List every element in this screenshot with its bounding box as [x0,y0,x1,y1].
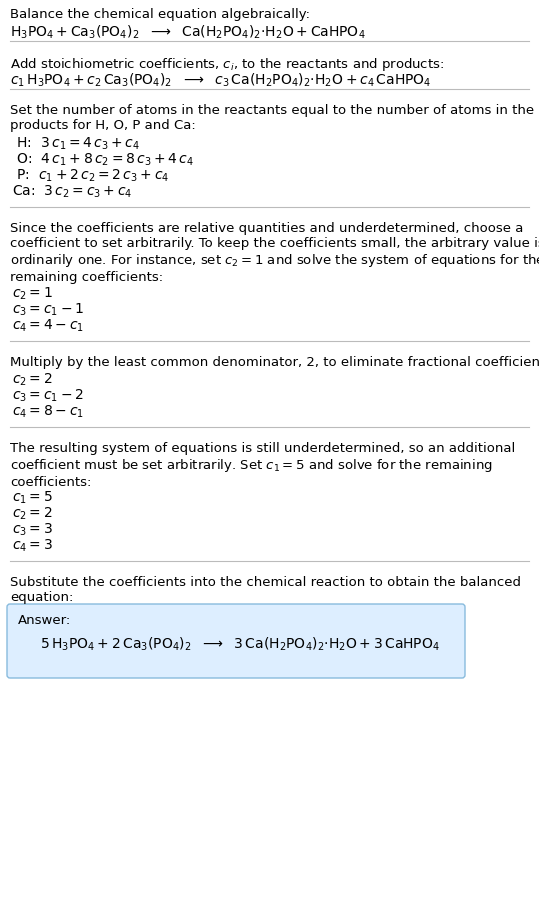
Text: $c_1 = 5$: $c_1 = 5$ [12,490,53,506]
Text: $\mathregular{P}$:  $c_1 + 2\,c_2 = 2\,c_3 + c_4$: $\mathregular{P}$: $c_1 + 2\,c_2 = 2\,c_… [12,168,169,184]
Text: $c_2 = 2$: $c_2 = 2$ [12,505,53,522]
Text: Add stoichiometric coefficients, $c_i$, to the reactants and products:: Add stoichiometric coefficients, $c_i$, … [10,56,444,73]
Text: $c_3 = c_1 - 1$: $c_3 = c_1 - 1$ [12,301,84,318]
Text: Multiply by the least common denominator, 2, to eliminate fractional coefficient: Multiply by the least common denominator… [10,355,539,369]
Text: $c_3 = c_1 - 2$: $c_3 = c_1 - 2$ [12,388,84,404]
Text: $\mathregular{H}$:  $3\,c_1 = 4\,c_3 + c_4$: $\mathregular{H}$: $3\,c_1 = 4\,c_3 + c_… [12,136,140,152]
Text: $c_1\,\mathregular{H_3PO_4} + c_2\,\mathregular{Ca_3(PO_4)_2}$  $\mathregular{\l: $c_1\,\mathregular{H_3PO_4} + c_2\,\math… [10,72,431,89]
Text: $c_4 = 3$: $c_4 = 3$ [12,538,53,554]
Text: $5\,\mathregular{H_3PO_4} + 2\,\mathregular{Ca_3(PO_4)_2}$  $\mathregular{\longr: $5\,\mathregular{H_3PO_4} + 2\,\mathregu… [40,635,440,653]
Text: Substitute the coefficients into the chemical reaction to obtain the balanced
eq: Substitute the coefficients into the che… [10,575,521,603]
Text: $c_4 = 4 - c_1$: $c_4 = 4 - c_1$ [12,318,84,334]
Text: $c_2 = 1$: $c_2 = 1$ [12,286,53,302]
Text: $\mathregular{Ca}$:  $3\,c_2 = c_3 + c_4$: $\mathregular{Ca}$: $3\,c_2 = c_3 + c_4$ [12,184,133,200]
FancyBboxPatch shape [7,604,465,678]
Text: $c_2 = 2$: $c_2 = 2$ [12,372,53,388]
Text: The resulting system of equations is still underdetermined, so an additional
coe: The resulting system of equations is sti… [10,441,515,489]
Text: $c_4 = 8 - c_1$: $c_4 = 8 - c_1$ [12,403,84,420]
Text: $c_3 = 3$: $c_3 = 3$ [12,521,53,538]
Text: $\mathregular{H_3PO_4 + Ca_3(PO_4)_2}$  $\mathregular{\longrightarrow}$  $\mathr: $\mathregular{H_3PO_4 + Ca_3(PO_4)_2}$ $… [10,24,365,41]
Text: $\mathregular{O}$:  $4\,c_1 + 8\,c_2 = 8\,c_3 + 4\,c_4$: $\mathregular{O}$: $4\,c_1 + 8\,c_2 = 8\… [12,152,194,168]
Text: Balance the chemical equation algebraically:: Balance the chemical equation algebraica… [10,8,310,21]
Text: Answer:: Answer: [18,613,71,626]
Text: Since the coefficients are relative quantities and underdetermined, choose a
coe: Since the coefficients are relative quan… [10,222,539,284]
Text: Set the number of atoms in the reactants equal to the number of atoms in the
pro: Set the number of atoms in the reactants… [10,104,534,132]
